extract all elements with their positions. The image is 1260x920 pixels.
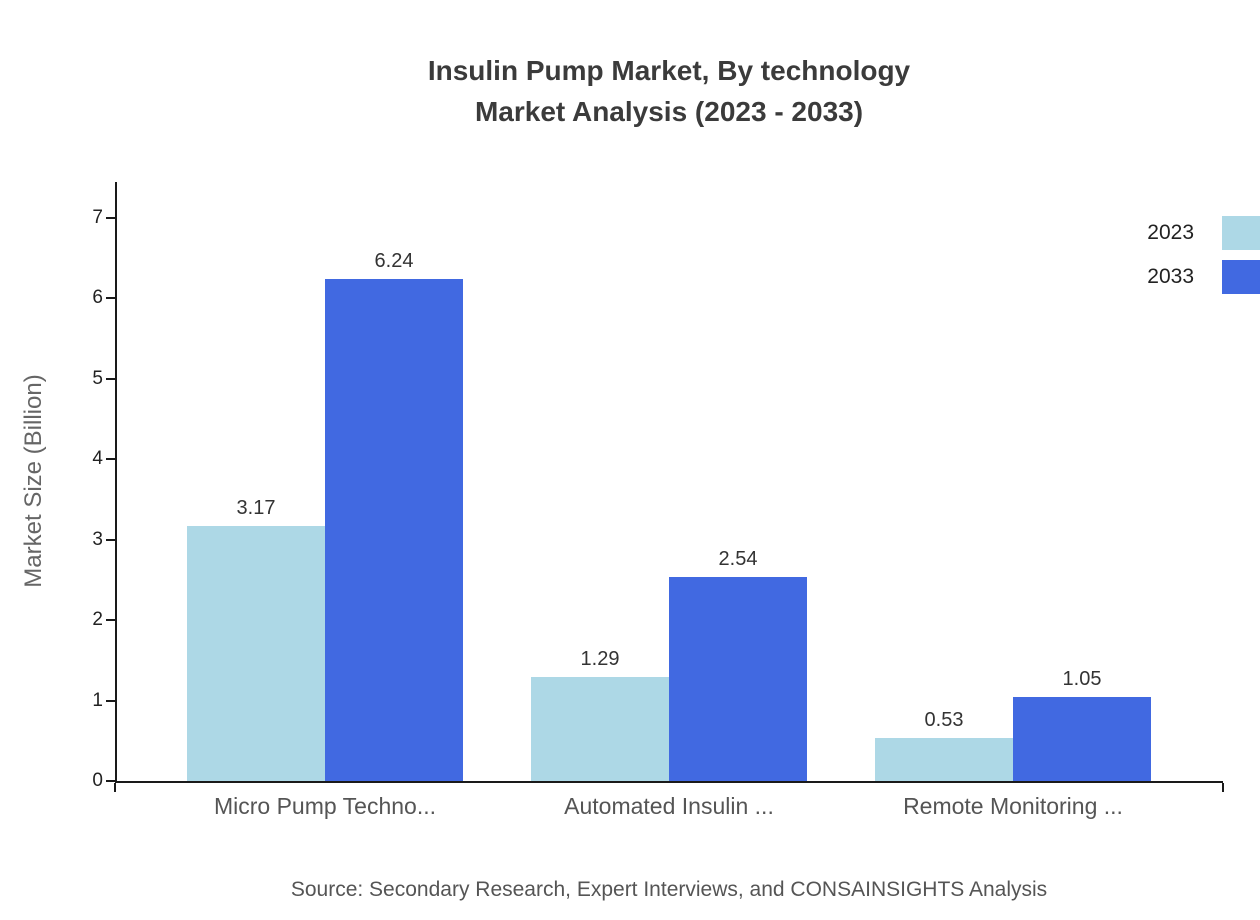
value-label: 1.29	[580, 648, 620, 671]
chart-title-line2: Market Analysis (2023 - 2033)	[474, 96, 864, 127]
value-label: 1.05	[1062, 667, 1102, 690]
y-tick-label: 3	[92, 528, 103, 550]
y-axis-label: Market Size (Billion)	[20, 374, 47, 588]
bar-2033	[669, 576, 807, 781]
y-tick-mark	[106, 377, 115, 380]
y-tick-mark	[106, 458, 115, 461]
legend-item-2023: 2023	[1147, 214, 1260, 252]
y-tick-label: 4	[92, 448, 103, 470]
y-tick-mark	[106, 699, 115, 702]
plot-area: 0 1 2 3 4 5 6 7 3.17 6.24 Micro Pump Techno... 1.29…	[92, 182, 1224, 819]
legend-swatch	[1222, 216, 1260, 250]
y-tick-mark	[106, 217, 115, 219]
legend-label: 2033	[1147, 265, 1194, 288]
value-label: 0.53	[924, 709, 964, 732]
bar-2023	[531, 677, 669, 781]
bar-2023	[187, 526, 325, 781]
y-tick-label: 6	[92, 287, 103, 309]
y-tick-mark	[106, 780, 115, 782]
chart-title-line1: Insulin Pump Market, By technology	[427, 55, 911, 86]
legend-label: 2023	[1147, 221, 1194, 244]
source-note: Source: Secondary Research, Expert Inter…	[290, 878, 1048, 901]
x-category-label: Micro Pump Techno...	[213, 793, 436, 819]
y-tick-label: 1	[92, 689, 103, 711]
value-label: 6.24	[374, 250, 414, 273]
y-tick-mark	[106, 297, 115, 300]
y-tick-label: 7	[92, 207, 103, 228]
bar-2033	[325, 279, 463, 781]
x-tick-mark	[1222, 783, 1224, 792]
bar-2023	[875, 738, 1013, 781]
y-tick-label: 0	[92, 770, 103, 791]
bar-2033	[1013, 696, 1151, 781]
y-tick-label: 5	[92, 367, 103, 389]
legend-swatch	[1222, 260, 1260, 294]
y-tick-label: 2	[92, 609, 103, 631]
x-axis-line	[115, 781, 1223, 783]
legend-item-2033: 2033	[1147, 258, 1260, 296]
value-label: 2.54	[718, 547, 758, 570]
chart-legend: 2023 2033	[1147, 214, 1260, 296]
x-category-label: Remote Monitoring ...	[903, 793, 1123, 819]
x-category-label: Automated Insulin ...	[564, 793, 774, 819]
value-label: 3.17	[236, 497, 276, 520]
y-axis-line	[115, 182, 117, 783]
y-tick-mark	[106, 538, 115, 541]
y-tick-mark	[106, 619, 115, 622]
chart-title: Insulin Pump Market, By technology Marke…	[115, 50, 1223, 132]
x-tick-mark	[114, 783, 116, 792]
